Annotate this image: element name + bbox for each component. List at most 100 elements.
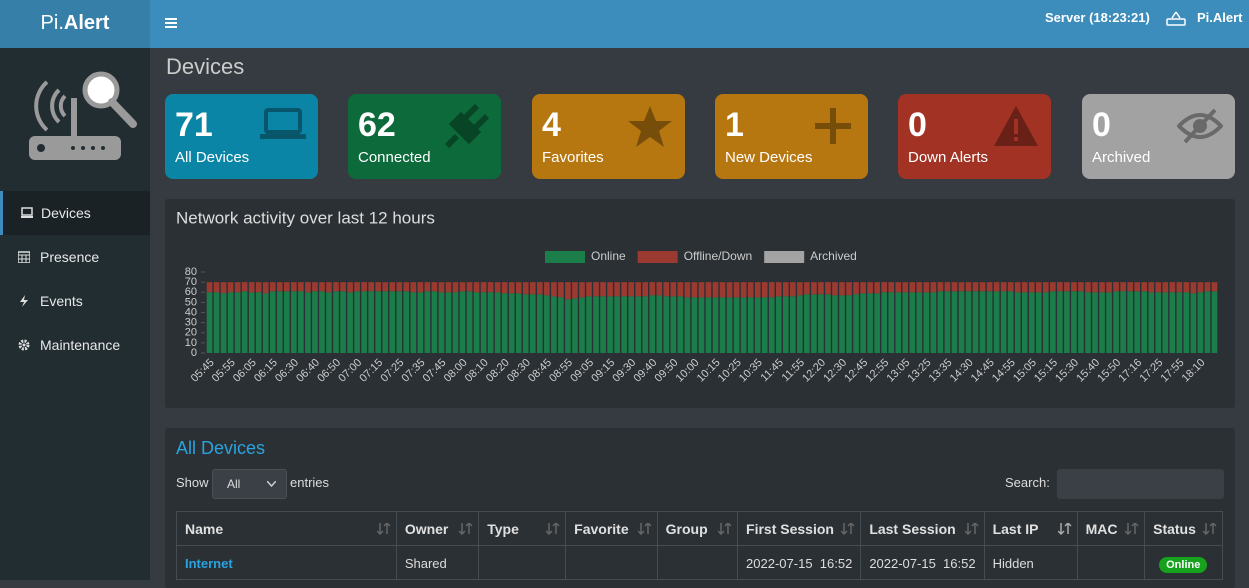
table-cell bbox=[656, 545, 739, 580]
bar-segment bbox=[670, 282, 677, 297]
column-header[interactable]: Name bbox=[176, 511, 397, 546]
column-header[interactable]: Favorite bbox=[565, 511, 658, 546]
column-header[interactable]: Status bbox=[1144, 511, 1223, 546]
column-header[interactable]: Last Session bbox=[860, 511, 985, 546]
bar-segment bbox=[726, 297, 733, 353]
bar-segment bbox=[986, 282, 993, 292]
bar-segment bbox=[839, 282, 845, 296]
stat-card[interactable]: 0 Archived bbox=[1082, 94, 1235, 179]
bar-segment bbox=[811, 282, 817, 295]
bar-segment bbox=[347, 292, 353, 353]
bar-segment bbox=[269, 282, 276, 292]
nav-item[interactable]: Maintenance bbox=[0, 323, 150, 367]
bar-segment bbox=[1021, 282, 1028, 293]
bar-segment bbox=[754, 282, 761, 298]
bar-segment bbox=[586, 282, 592, 297]
bar-segment bbox=[747, 297, 754, 353]
legend-swatch bbox=[764, 251, 805, 263]
stat-card[interactable]: 1 New Devices bbox=[715, 94, 868, 179]
bar-segment bbox=[775, 296, 782, 353]
bar-segment bbox=[1085, 282, 1091, 293]
bar-segment bbox=[544, 295, 550, 353]
column-header[interactable]: MAC bbox=[1076, 511, 1146, 546]
bar-segment bbox=[1148, 292, 1155, 353]
menu-toggle[interactable] bbox=[165, 17, 177, 29]
bar-segment bbox=[1176, 282, 1183, 293]
bar-segment bbox=[333, 291, 339, 353]
bar-segment bbox=[768, 282, 775, 298]
bar-segment bbox=[206, 282, 213, 293]
user-name[interactable]: Pi.Alert bbox=[1197, 10, 1243, 25]
bar-segment bbox=[691, 282, 698, 298]
bar-segment bbox=[466, 291, 473, 353]
bar-segment bbox=[881, 292, 887, 353]
bar-segment bbox=[909, 282, 916, 293]
top-bar: Server (18:23:21) Pi.Alert bbox=[150, 0, 1249, 48]
bar-segment bbox=[480, 282, 487, 293]
stat-card[interactable]: 0 Down Alerts bbox=[898, 94, 1051, 179]
bar-segment bbox=[1127, 291, 1133, 353]
y-tick-label: 40 bbox=[185, 306, 197, 318]
table-cell bbox=[565, 545, 658, 580]
device-link[interactable]: Internet bbox=[185, 555, 233, 571]
card-icon bbox=[444, 104, 489, 149]
sort-icon bbox=[1125, 523, 1139, 535]
bar-segment bbox=[937, 282, 944, 292]
bar-segment bbox=[860, 293, 866, 353]
bar-segment bbox=[248, 282, 255, 293]
nav-item[interactable]: Devices bbox=[0, 191, 150, 235]
x-tick-label: 10:15 bbox=[695, 357, 723, 385]
bar-segment bbox=[888, 292, 895, 353]
column-header[interactable]: Type bbox=[478, 511, 567, 546]
bar-segment bbox=[649, 282, 656, 296]
bar-segment bbox=[262, 282, 269, 294]
bar-segment bbox=[1035, 292, 1042, 353]
stat-card[interactable]: 71 All Devices bbox=[165, 94, 318, 179]
x-tick-label: 14:45 bbox=[969, 357, 997, 385]
x-tick-label: 05:45 bbox=[189, 357, 217, 385]
bar-segment bbox=[248, 292, 255, 353]
table-cell bbox=[478, 545, 567, 580]
bar-segment bbox=[291, 282, 297, 292]
bar-segment bbox=[1035, 282, 1042, 293]
bar-segment bbox=[262, 293, 269, 353]
column-header[interactable]: Owner bbox=[395, 511, 480, 546]
bar-segment bbox=[656, 295, 663, 353]
bar-segment bbox=[319, 291, 325, 353]
bar-segment bbox=[1127, 282, 1133, 292]
bar-segment bbox=[501, 282, 508, 294]
bar-segment bbox=[761, 282, 768, 298]
stat-card[interactable]: 4 Favorites bbox=[532, 94, 685, 179]
bar-segment bbox=[607, 296, 613, 353]
nav-item[interactable]: Events bbox=[0, 279, 150, 323]
x-tick-label: 15:50 bbox=[1095, 357, 1123, 385]
card-icon bbox=[1177, 108, 1223, 144]
bar-segment bbox=[515, 293, 522, 353]
stat-card[interactable]: 62 Connected bbox=[348, 94, 501, 179]
x-tick-label: 15:30 bbox=[1053, 357, 1081, 385]
bar-segment bbox=[558, 297, 564, 353]
brand[interactable]: Pi.Alert bbox=[0, 0, 150, 48]
legend-label: Archived bbox=[810, 249, 857, 263]
card-value: 62 bbox=[358, 106, 396, 144]
x-tick-label: 07:45 bbox=[421, 357, 449, 385]
y-tick-label: 10 bbox=[185, 337, 197, 349]
table-cell: Hidden bbox=[983, 545, 1078, 580]
bar-segment bbox=[544, 282, 550, 296]
bar-segment bbox=[621, 296, 627, 353]
x-tick-label: 09:15 bbox=[589, 357, 617, 385]
card-label: Favorites bbox=[542, 149, 604, 166]
search-input[interactable] bbox=[1057, 469, 1224, 499]
nav-label: Presence bbox=[40, 249, 100, 265]
bar-segment bbox=[782, 296, 789, 353]
bar-segment bbox=[305, 292, 311, 353]
x-tick-label: 08:20 bbox=[484, 357, 512, 385]
column-header[interactable]: First Session bbox=[737, 511, 862, 546]
sort-icon bbox=[841, 523, 855, 535]
length-select[interactable]: All bbox=[212, 469, 287, 499]
column-header[interactable]: Last IP bbox=[983, 511, 1078, 546]
bar-segment bbox=[733, 282, 740, 298]
nav-item[interactable]: Presence bbox=[0, 235, 150, 279]
bar-segment bbox=[867, 293, 873, 353]
column-header[interactable]: Group bbox=[656, 511, 739, 546]
